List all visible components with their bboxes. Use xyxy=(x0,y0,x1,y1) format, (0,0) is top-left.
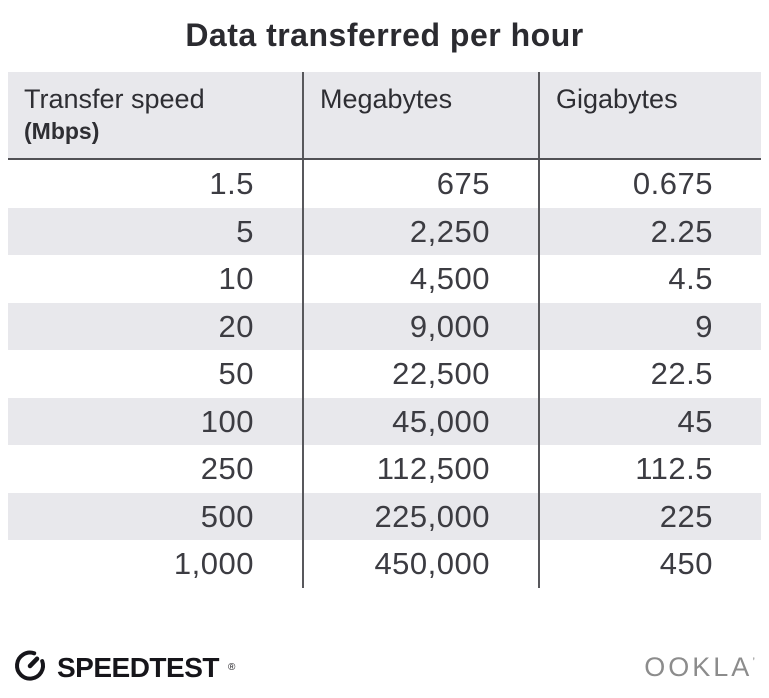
cell-speed: 10 xyxy=(218,261,254,296)
cell-gigabytes: 112.5 xyxy=(538,445,761,493)
ookla-trademark-tick: ’ xyxy=(752,655,755,669)
cell-megabytes: 675 xyxy=(302,160,538,208)
header-transfer-speed: Transfer speed (Mbps) xyxy=(8,72,302,158)
table-row: 50 22,500 22.5 xyxy=(8,350,761,398)
cell-speed: 1.5 xyxy=(209,166,254,201)
cell-speed: 20 xyxy=(218,308,254,344)
cell-gigabytes: 22.5 xyxy=(538,350,761,398)
cell-megabytes: 450,000 xyxy=(302,540,538,588)
ookla-logo: OOKLA’ xyxy=(644,652,755,683)
table-row: 100 45,000 45 xyxy=(8,397,761,445)
table-row: 250 112,500 112.5 xyxy=(8,445,761,493)
cell-gigabytes: 45 xyxy=(538,397,761,445)
cell-megabytes: 2,250 xyxy=(302,207,538,255)
table-row: 1,000 450,000 450 xyxy=(8,540,761,588)
table-header-row: Transfer speed (Mbps) Megabytes Gigabyte… xyxy=(8,72,761,160)
header-megabytes: Megabytes xyxy=(302,72,538,158)
table-body: 1.5 675 0.675 5 2,250 2.25 10 4,500 4.5 … xyxy=(8,160,761,588)
cell-gigabytes: 0.675 xyxy=(538,160,761,208)
speedtest-gauge-icon xyxy=(12,647,48,688)
table-row: 500 225,000 225 xyxy=(8,492,761,540)
header-gigabytes: Gigabytes xyxy=(538,72,761,158)
registered-trademark-symbol: ® xyxy=(227,661,236,673)
speedtest-wordmark: SPEEDTEST xyxy=(57,651,219,683)
cell-gigabytes: 4.5 xyxy=(538,255,761,303)
cell-gigabytes: 9 xyxy=(538,302,761,350)
header-transfer-speed-label: Transfer speed xyxy=(24,84,205,114)
cell-megabytes: 225,000 xyxy=(302,492,538,540)
cell-speed: 100 xyxy=(200,403,254,439)
page-title: Data transferred per hour xyxy=(185,17,584,53)
table-row: 20 9,000 9 xyxy=(8,302,761,350)
cell-megabytes: 4,500 xyxy=(302,255,538,303)
table-row: 10 4,500 4.5 xyxy=(8,255,761,303)
data-table: Transfer speed (Mbps) Megabytes Gigabyte… xyxy=(8,72,761,588)
cell-gigabytes: 2.25 xyxy=(538,207,761,255)
header-mbps-unit: (Mbps) xyxy=(24,118,100,145)
table-row: 5 2,250 2.25 xyxy=(8,207,761,255)
cell-megabytes: 22,500 xyxy=(302,350,538,398)
speedtest-logo: SPEEDTEST ® xyxy=(12,647,235,688)
cell-gigabytes: 450 xyxy=(538,540,761,588)
cell-speed: 50 xyxy=(218,356,254,391)
table-row: 1.5 675 0.675 xyxy=(8,160,761,208)
footer: SPEEDTEST ® OOKLA’ xyxy=(0,647,769,688)
ookla-wordmark: OOKLA xyxy=(644,652,753,682)
cell-megabytes: 112,500 xyxy=(302,445,538,493)
cell-speed: 5 xyxy=(236,213,254,249)
cell-gigabytes: 225 xyxy=(538,492,761,540)
cell-megabytes: 9,000 xyxy=(302,302,538,350)
cell-speed: 250 xyxy=(200,451,254,486)
cell-speed: 500 xyxy=(200,498,254,534)
cell-speed: 1,000 xyxy=(173,546,254,581)
cell-megabytes: 45,000 xyxy=(302,397,538,445)
